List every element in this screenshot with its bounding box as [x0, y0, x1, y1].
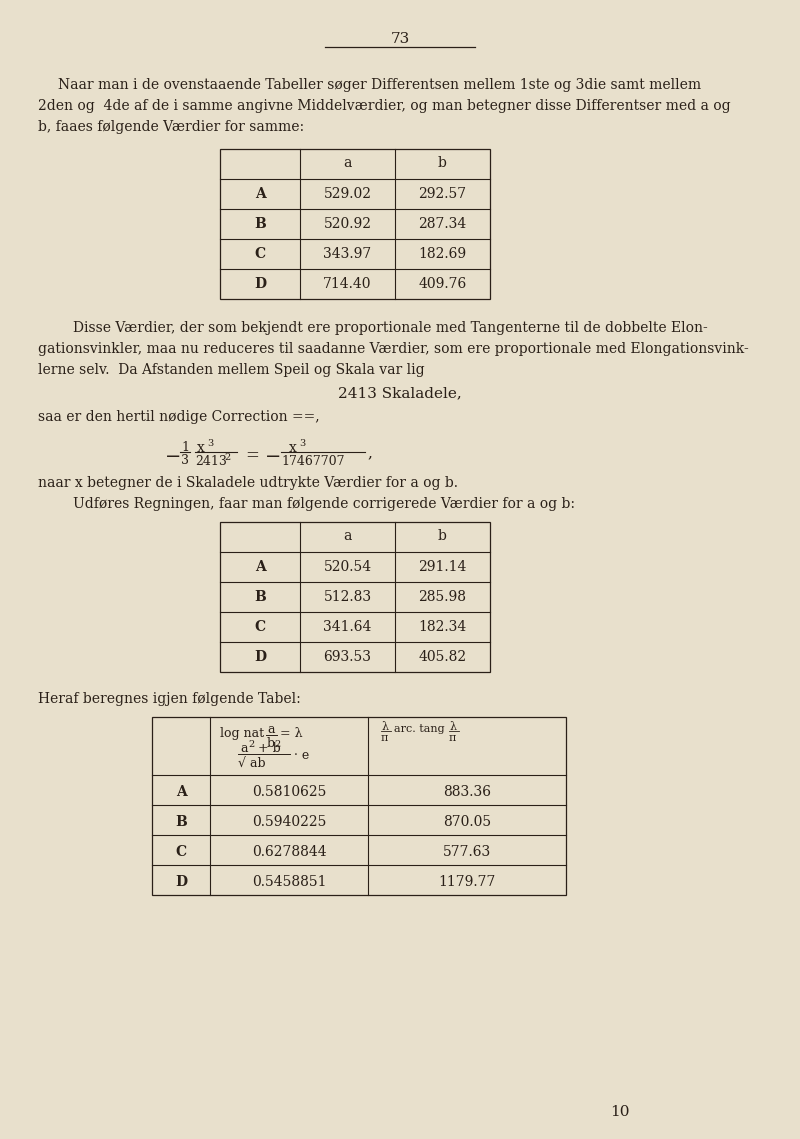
Text: B: B [254, 218, 266, 231]
Text: 292.57: 292.57 [418, 187, 466, 200]
Text: log nat: log nat [220, 727, 264, 740]
Text: C: C [254, 247, 266, 261]
Text: ,: , [367, 446, 372, 460]
Text: 291.14: 291.14 [418, 560, 466, 574]
Text: Heraf beregnes igjen følgende Tabel:: Heraf beregnes igjen følgende Tabel: [38, 693, 301, 706]
Text: a: a [240, 741, 247, 755]
Text: 520.54: 520.54 [323, 560, 371, 574]
Text: 2: 2 [224, 453, 230, 462]
Text: 577.63: 577.63 [443, 845, 491, 859]
Text: b, faaes følgende Værdier for samme:: b, faaes følgende Værdier for samme: [38, 120, 304, 134]
Text: A: A [176, 785, 186, 798]
Text: 343.97: 343.97 [323, 247, 372, 261]
Text: 2den og  4de af de i samme angivne Middelværdier, og man betegner disse Differen: 2den og 4de af de i samme angivne Middel… [38, 99, 730, 113]
Text: 0.6278844: 0.6278844 [252, 845, 326, 859]
Text: A: A [254, 187, 266, 200]
Text: π: π [381, 734, 388, 743]
Text: 10: 10 [610, 1105, 630, 1118]
Text: b: b [267, 737, 275, 749]
Text: −: − [165, 448, 182, 466]
Text: 2413: 2413 [195, 454, 227, 468]
Bar [152, 716, 566, 895]
Text: naar x betegner de i Skaladele udtrykte Værdier for a og b.: naar x betegner de i Skaladele udtrykte … [38, 476, 458, 490]
Text: + b: + b [254, 741, 281, 755]
Text: B: B [254, 590, 266, 604]
Text: 405.82: 405.82 [418, 650, 466, 664]
Text: =: = [245, 446, 259, 464]
Bar [220, 149, 490, 300]
Text: saa er den hertil nødige Correction ==,: saa er den hertil nødige Correction ==, [38, 410, 320, 424]
Text: a: a [267, 723, 274, 736]
Text: −: − [265, 448, 282, 466]
Text: x: x [289, 441, 297, 454]
Text: 1: 1 [181, 441, 189, 454]
Text: 512.83: 512.83 [323, 590, 371, 604]
Text: Naar man i de ovenstaaende Tabeller søger Differentsen mellem 1ste og 3die samt : Naar man i de ovenstaaende Tabeller søge… [58, 77, 701, 92]
Text: 17467707: 17467707 [281, 454, 345, 468]
Text: 285.98: 285.98 [418, 590, 466, 604]
Text: 883.36: 883.36 [443, 785, 491, 798]
Text: Udføres Regningen, faar man følgende corrigerede Værdier for a og b:: Udføres Regningen, faar man følgende cor… [73, 497, 575, 511]
Text: 73: 73 [390, 32, 410, 46]
Text: 1179.77: 1179.77 [438, 875, 496, 890]
Text: b: b [438, 528, 447, 543]
Text: 529.02: 529.02 [323, 187, 371, 200]
Text: 3: 3 [207, 439, 214, 448]
Text: 2: 2 [274, 740, 280, 749]
Text: · e: · e [294, 749, 310, 762]
Text: C: C [175, 845, 186, 859]
Text: 714.40: 714.40 [323, 277, 372, 290]
Bar [220, 522, 490, 672]
Text: 520.92: 520.92 [323, 218, 371, 231]
Text: 287.34: 287.34 [418, 218, 466, 231]
Text: 409.76: 409.76 [418, 277, 466, 290]
Text: 693.53: 693.53 [323, 650, 371, 664]
Text: a: a [343, 156, 352, 170]
Text: arc. tang: arc. tang [394, 724, 445, 734]
Text: Disse Værdier, der som bekjendt ere proportionale med Tangenterne til de dobbelt: Disse Værdier, der som bekjendt ere prop… [73, 321, 708, 335]
Text: A: A [254, 560, 266, 574]
Text: 0.5810625: 0.5810625 [252, 785, 326, 798]
Text: D: D [254, 650, 266, 664]
Text: λ: λ [450, 722, 457, 732]
Text: 341.64: 341.64 [323, 620, 372, 634]
Text: = λ: = λ [280, 727, 302, 740]
Text: 0.5940225: 0.5940225 [252, 816, 326, 829]
Text: D: D [254, 277, 266, 290]
Text: 3: 3 [181, 454, 189, 467]
Text: C: C [254, 620, 266, 634]
Text: √ ab: √ ab [238, 757, 266, 770]
Text: lerne selv.  Da Afstanden mellem Speil og Skala var lig: lerne selv. Da Afstanden mellem Speil og… [38, 363, 425, 377]
Text: b: b [438, 156, 447, 170]
Text: D: D [175, 875, 187, 890]
Text: B: B [175, 816, 187, 829]
Text: 182.69: 182.69 [418, 247, 466, 261]
Text: λ: λ [382, 722, 389, 732]
Text: gationsvinkler, maa nu reduceres til saadanne Værdier, som ere proportionale med: gationsvinkler, maa nu reduceres til saa… [38, 342, 749, 357]
Text: a: a [343, 528, 352, 543]
Text: 182.34: 182.34 [418, 620, 466, 634]
Text: 2413 Skaladele,: 2413 Skaladele, [338, 386, 462, 400]
Text: 0.5458851: 0.5458851 [252, 875, 326, 890]
Text: 870.05: 870.05 [443, 816, 491, 829]
Text: 3: 3 [299, 439, 306, 448]
Text: π: π [449, 734, 456, 743]
Text: x: x [197, 441, 205, 454]
Text: 2: 2 [248, 740, 254, 749]
